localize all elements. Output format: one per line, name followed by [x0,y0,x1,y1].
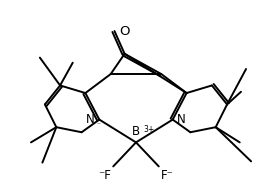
Text: N: N [86,113,95,126]
Text: B: B [132,125,140,138]
Text: F⁻: F⁻ [161,169,174,182]
Text: N: N [177,113,186,126]
Text: ⁻: ⁻ [96,121,100,130]
Text: O: O [120,25,130,38]
Text: 3+: 3+ [143,125,154,134]
Text: ⁻F: ⁻F [98,169,111,182]
